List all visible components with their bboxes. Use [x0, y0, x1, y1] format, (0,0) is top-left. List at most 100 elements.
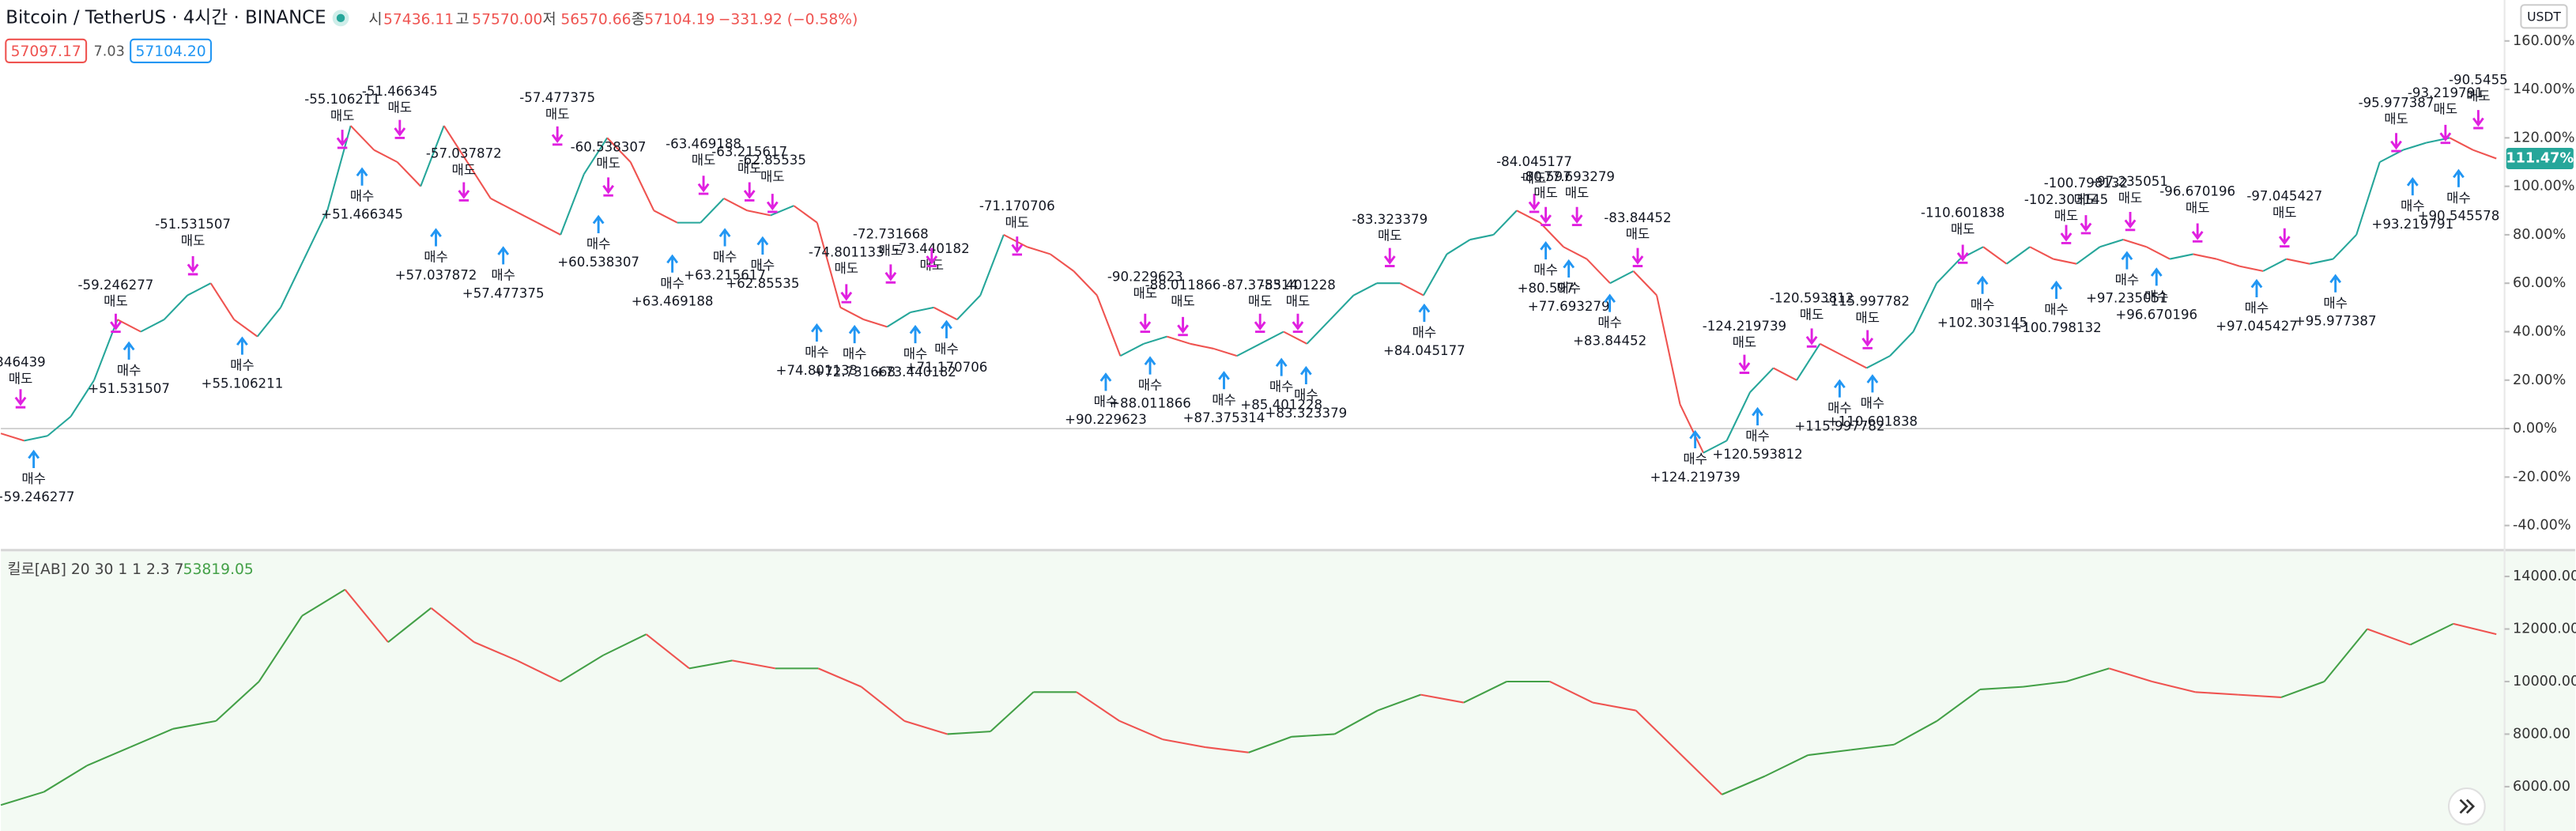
buy-word: 매수 [1533, 263, 1558, 278]
sell-word: 매도 [2384, 111, 2408, 127]
line-segment [732, 659, 776, 670]
y-tick-label: 10000.00 [2513, 674, 2576, 689]
line-segment [24, 435, 48, 442]
line-segment [947, 731, 991, 735]
line-segment [1167, 335, 1191, 345]
line-segment [1936, 689, 1981, 722]
field-value: 56570.66 [560, 11, 631, 28]
buy-value: +83.84452 [1573, 334, 1646, 349]
indicator-title: 킬로[AB] 20 30 1 1 2.3 7 [7, 561, 183, 578]
sell-word: 매도 [1005, 215, 1030, 230]
sell-word: 매도 [2074, 192, 2099, 207]
sell-value: -120.593812 [1770, 291, 1854, 306]
buy-word: 매수 [2115, 273, 2140, 288]
buy-word: 매수 [1412, 325, 1437, 340]
buy-arrow [1866, 374, 1879, 393]
buy-word: 매수 [843, 346, 867, 361]
line-segment [629, 161, 655, 211]
sell-value: -83.323379 [1352, 212, 1428, 227]
sell-value: -63.469188 [666, 136, 741, 151]
line-segment [1516, 210, 1541, 224]
line-segment [2146, 246, 2171, 260]
sell-word: 매도 [2434, 102, 2458, 117]
line-segment [1248, 735, 1292, 754]
line-segment [70, 380, 95, 417]
buy-arrow [1689, 429, 1702, 449]
buy-value: +84.045177 [1383, 343, 1465, 358]
line-segment [2076, 246, 2101, 265]
buy-word: 매수 [1861, 395, 1885, 410]
buy-arrow [2150, 267, 2163, 286]
line-segment [886, 312, 911, 328]
sell-value: -62.85535 [739, 153, 806, 168]
line-segment [1764, 754, 1808, 777]
buy-word: 매수 [2446, 191, 2471, 206]
sell-arrow [1861, 330, 1874, 349]
line-segment [816, 222, 842, 308]
line-segment [86, 746, 130, 767]
y-tick-label: 80.00% [2513, 227, 2566, 243]
sell-word: 매도 [2272, 206, 2297, 221]
sell-value: -93.219791 [2408, 85, 2484, 100]
sell-word: 매도 [2118, 191, 2143, 206]
line-segment [1703, 440, 1728, 454]
line-segment [1377, 693, 1421, 712]
sell-arrow [1011, 236, 1024, 256]
line-segment [2029, 246, 2054, 260]
buy-value: +55.106211 [202, 376, 284, 391]
buy-word: 매수 [713, 250, 737, 265]
sell-word: 매도 [104, 294, 128, 309]
buy-value: +63.215617 [684, 267, 766, 282]
sell-value: -63.215617 [711, 145, 787, 160]
line-segment [187, 282, 212, 297]
line-segment [1119, 342, 1145, 357]
sell-arrow [1631, 247, 1644, 267]
line-segment [1722, 775, 1766, 795]
sell-value: -55.106211 [304, 92, 380, 107]
sell-word: 매도 [1733, 335, 1757, 350]
line-segment [723, 198, 748, 212]
line-segment [1292, 733, 1335, 738]
buy-word: 매수 [424, 250, 448, 265]
line-segment [1982, 246, 2008, 265]
sell-arrow [1292, 313, 1304, 334]
line-segment [602, 633, 647, 656]
buy-word: 매수 [660, 276, 685, 291]
line-segment [910, 306, 934, 313]
sell-arrow [1383, 247, 1396, 267]
line-segment [1118, 720, 1164, 741]
line-segment [606, 137, 632, 163]
sell-arrow [1528, 194, 1541, 213]
line-segment [396, 161, 421, 187]
line-segment [1423, 253, 1448, 297]
buy-value: +60.538307 [557, 255, 639, 270]
sell-arrow [1805, 328, 1818, 348]
line-segment [1632, 270, 1658, 297]
line-segment [863, 319, 888, 328]
line-segment [1420, 693, 1465, 704]
line-segment [2453, 622, 2497, 636]
buy-value: +110.601838 [1827, 414, 1918, 429]
line-segment [2472, 149, 2497, 160]
y-tick-label: 8000.00 [2513, 726, 2570, 742]
sell-value: -88.011866 [1145, 278, 1221, 293]
buy-word: 매수 [117, 363, 141, 378]
line-segment [2402, 142, 2427, 151]
line-segment [2152, 680, 2196, 693]
symbol: Bitcoin / TetherUS · 4시간 · BINANCE [6, 7, 326, 28]
buy-word: 매수 [2323, 296, 2348, 311]
buy-value: +124.219739 [1650, 470, 1740, 485]
buy-arrow [1099, 372, 1112, 391]
buy-arrow [2250, 278, 2263, 297]
field-name: 종 [632, 11, 645, 28]
buy-word: 매수 [1556, 281, 1581, 296]
line-segment [2122, 239, 2147, 248]
buy-word: 매수 [1294, 387, 1318, 402]
sell-value: -60.538307 [571, 139, 647, 154]
currency-box[interactable] [2520, 4, 2568, 29]
buy-value: +96.670196 [2115, 307, 2197, 322]
sell-word: 매도 [1565, 186, 1590, 201]
buy-arrow [909, 324, 922, 344]
line-segment [2023, 680, 2067, 688]
